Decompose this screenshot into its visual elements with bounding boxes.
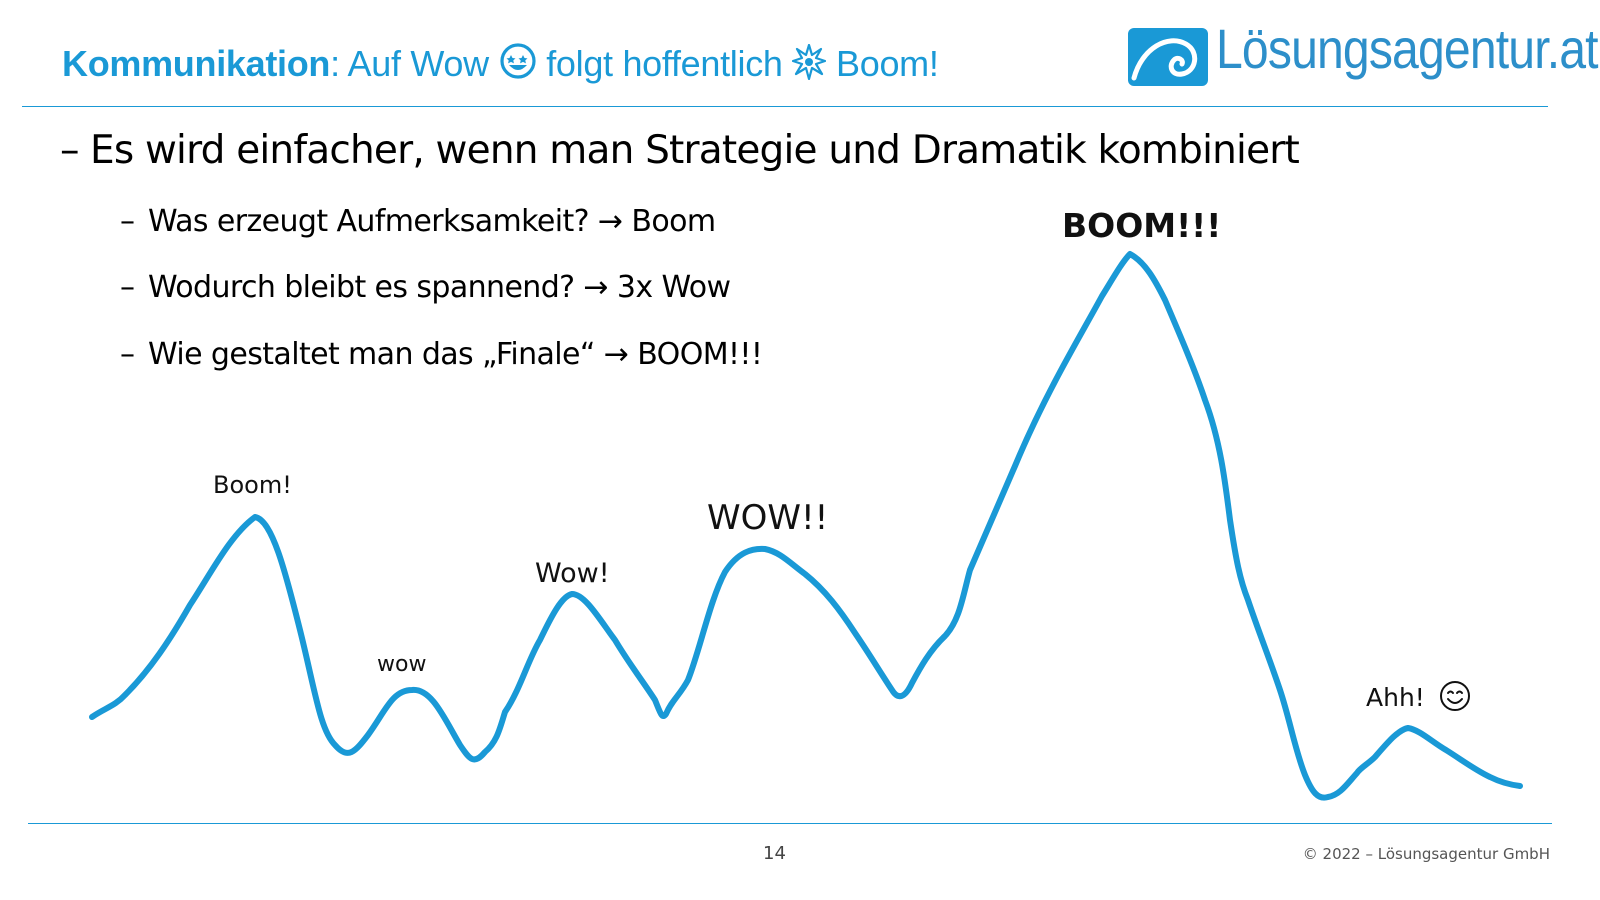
footer-divider: [28, 823, 1552, 824]
curve-label-wow-3: WOW!!: [707, 498, 829, 538]
star-eyes-smiley-icon: [499, 42, 537, 89]
main-bullet-text: Es wird einfacher, wenn man Strategie un…: [90, 128, 1300, 173]
page-number: 14: [763, 843, 786, 864]
sub-bullet-text: Was erzeugt Aufmerksamkeit? → Boom: [148, 204, 716, 239]
curve-label-wow-2: Wow!: [535, 558, 610, 589]
title-part-3: Boom!: [826, 43, 939, 84]
curve-label-wow: wow: [377, 652, 427, 677]
bullet-dash: –: [120, 337, 135, 372]
curve-label-ahh-text: Ahh!: [1366, 683, 1425, 712]
slide-title: Kommunikation: Auf Wow folgt hoffentlich…: [62, 42, 939, 89]
curve-label-boom-finale: BOOM!!!: [1062, 206, 1222, 245]
title-part-1: : Auf Wow: [330, 43, 489, 84]
bullet-dash: –: [120, 204, 135, 239]
curve-label-boom: Boom!: [213, 471, 292, 499]
spiral-wave-icon: [1128, 28, 1208, 86]
sub-bullet-text: Wodurch bleibt es spannend? → 3x Wow: [148, 270, 731, 305]
title-part-2: folgt hoffentlich: [536, 43, 783, 84]
bullet-dash: –: [60, 128, 80, 173]
title-bold: Kommunikation: [62, 43, 331, 84]
smiling-face-icon: [1439, 680, 1471, 718]
curve-label-ahh: Ahh!: [1366, 680, 1471, 718]
sub-bullet: – Wie gestaltet man das „Finale“ → BOOM!!…: [120, 337, 763, 372]
copyright-notice: © 2022 – Lösungsagentur GmbH: [1302, 845, 1550, 863]
sub-bullet-text: Wie gestaltet man das „Finale“ → BOOM!!!: [148, 337, 763, 372]
sub-bullet: – Was erzeugt Aufmerksamkeit? → Boom: [120, 204, 716, 239]
sub-bullet: – Wodurch bleibt es spannend? → 3x Wow: [120, 270, 731, 305]
explosion-burst-icon: [792, 43, 827, 89]
logo-text: Lösungsagentur.at: [1216, 17, 1599, 80]
header-divider: [22, 106, 1548, 107]
company-logo: Lösungsagentur.at: [1128, 17, 1599, 92]
drama-curve-line: [89, 251, 1523, 801]
main-bullet: – Es wird einfacher, wenn man Strategie u…: [60, 128, 1300, 173]
bullet-dash: –: [120, 270, 135, 305]
